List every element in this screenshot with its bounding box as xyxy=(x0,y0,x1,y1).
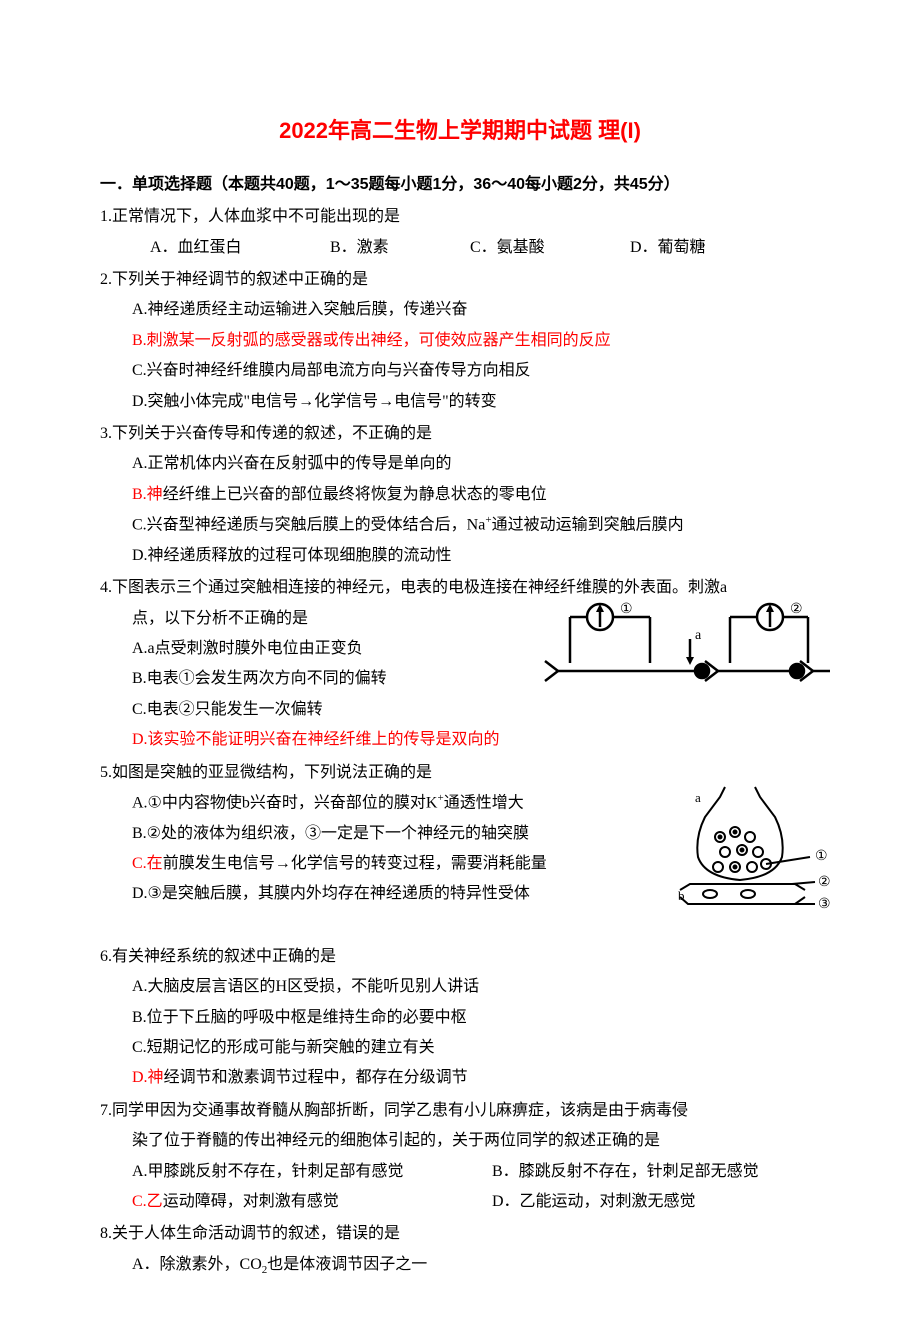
q5-c-rest: 前膜发生电信号→化学信号的转变过程，需要消耗能量 xyxy=(163,855,547,872)
exam-title: 2022年高二生物上学期期中试题 理(I) xyxy=(100,110,820,152)
question-2: 2.下列关于神经调节的叙述中正确的是 A.神经递质经主动运输进入突触后膜，传递兴… xyxy=(100,265,820,417)
q5-a-rest: 通透性增大 xyxy=(444,794,524,811)
q1-opt-c: C．氨基酸 xyxy=(470,233,630,263)
q1-text: 1.正常情况下，人体血浆中不可能出现的是 xyxy=(100,202,820,232)
q3-c-rest: 通过被动运输到突触后膜内 xyxy=(492,516,684,533)
q1-opt-a: A．血红蛋白 xyxy=(150,233,330,263)
q7-text: 7.同学甲因为交通事故脊髓从胸部折断，同学乙患有小儿麻痹症，该病是由于病毒侵 xyxy=(100,1096,820,1126)
q7-opt-d: D．乙能运动，对刺激无感觉 xyxy=(492,1187,696,1217)
q4-text: 4.下图表示三个通过突触相连接的神经元，电表的电极连接在神经纤维膜的外表面。刺激… xyxy=(100,573,820,603)
q3-options: A.正常机体内兴奋在反射弧中的传导是单向的 B.神经纤维上已兴奋的部位最终将恢复… xyxy=(100,449,820,571)
q7-c-rest: 运动障碍，对刺激有感觉 xyxy=(163,1193,339,1210)
q7-c-prefix: C.乙 xyxy=(132,1193,163,1210)
q8-options: A．除激素外，CO2也是体液调节因子之一 xyxy=(100,1250,820,1281)
question-1: 1.正常情况下，人体血浆中不可能出现的是 A．血红蛋白 B．激素 C．氨基酸 D… xyxy=(100,202,820,263)
q6-opt-a: A.大脑皮层言语区的H区受损，不能听见别人讲话 xyxy=(132,972,820,1002)
q5-c-prefix: C.在 xyxy=(132,855,163,872)
section-header: 一．单项选择题（本题共40题，1～35题每小题1分，36～40每小题2分，共45… xyxy=(100,170,820,200)
q1-options: A．血红蛋白 B．激素 C．氨基酸 D．葡萄糖 xyxy=(100,233,820,263)
q8-opt-a: A．除激素外，CO2也是体液调节因子之一 xyxy=(132,1250,820,1281)
q5-synapse-diagram: a b ① ② ③ xyxy=(670,782,840,923)
q5-a-prefix: A.①中内容物使b兴奋时，兴奋部位的膜对K xyxy=(132,794,437,811)
q3-opt-d: D.神经递质释放的过程可体现细胞膜的流动性 xyxy=(132,541,820,571)
q8-a-rest: 也是体液调节因子之一 xyxy=(267,1256,427,1273)
q3-b-prefix: B.神 xyxy=(132,486,163,503)
q3-c-prefix: C.兴奋型神经递质与突触后膜上的受体结合后，Na xyxy=(132,516,485,533)
q3-opt-a: A.正常机体内兴奋在反射弧中的传导是单向的 xyxy=(132,449,820,479)
question-8: 8.关于人体生命活动调节的叙述，错误的是 A．除激素外，CO2也是体液调节因子之… xyxy=(100,1219,820,1280)
q2-text: 2.下列关于神经调节的叙述中正确的是 xyxy=(100,265,820,295)
q6-text: 6.有关神经系统的叙述中正确的是 xyxy=(100,942,820,972)
q7-opt-a: A.甲膝跳反射不存在，针刺足部有感觉 xyxy=(132,1157,492,1187)
question-7: 7.同学甲因为交通事故脊髓从胸部折断，同学乙患有小儿麻痹症，该病是由于病毒侵 染… xyxy=(100,1096,820,1218)
q6-opt-d: D.神经调节和激素调节过程中，都存在分级调节 xyxy=(132,1063,820,1093)
q6-d-rest: 经调节和激素调节过程中，都存在分级调节 xyxy=(164,1069,468,1086)
q3-b-rest: 经纤维上已兴奋的部位最终将恢复为静息状态的零电位 xyxy=(163,486,547,503)
q6-opt-c: C.短期记忆的形成可能与新突触的建立有关 xyxy=(132,1033,820,1063)
q6-d-prefix: D.神 xyxy=(132,1069,164,1086)
q4-label-1: ① xyxy=(620,602,633,617)
q3-opt-b: B.神经纤维上已兴奋的部位最终将恢复为静息状态的零电位 xyxy=(132,480,820,510)
q3-text: 3.下列关于兴奋传导和传递的叙述，不正确的是 xyxy=(100,419,820,449)
q5-label-3: ③ xyxy=(818,897,831,912)
q5-label-a: a xyxy=(695,790,701,805)
q7-row1: A.甲膝跳反射不存在，针刺足部有感觉 B．膝跳反射不存在，针刺足部无感觉 xyxy=(100,1157,820,1187)
q2-opt-a: A.神经递质经主动运输进入突触后膜，传递兴奋 xyxy=(132,295,820,325)
q7-opt-b: B．膝跳反射不存在，针刺足部无感觉 xyxy=(492,1157,759,1187)
question-6: 6.有关神经系统的叙述中正确的是 A.大脑皮层言语区的H区受损，不能听见别人讲话… xyxy=(100,942,820,1094)
q6-options: A.大脑皮层言语区的H区受损，不能听见别人讲话 B.位于下丘脑的呼吸中枢是维持生… xyxy=(100,972,820,1094)
q2-opt-c: C.兴奋时神经纤维膜内局部电流方向与兴奋传导方向相反 xyxy=(132,356,820,386)
q8-text: 8.关于人体生命活动调节的叙述，错误的是 xyxy=(100,1219,820,1249)
q1-opt-d: D．葡萄糖 xyxy=(630,233,706,263)
q2-opt-b: B.刺激某一反射弧的感受器或传出神经，可使效应器产生相同的反应 xyxy=(132,326,820,356)
q4-opt-d: D.该实验不能证明兴奋在神经纤维上的传导是双向的 xyxy=(132,725,820,755)
q2-opt-d: D.突触小体完成"电信号→化学信号→电信号"的转变 xyxy=(132,387,820,417)
q5-label-b: b xyxy=(678,888,685,903)
question-4: 4.下图表示三个通过突触相连接的神经元，电表的电极连接在神经纤维膜的外表面。刺激… xyxy=(100,573,820,755)
q4-label-a: a xyxy=(695,628,702,643)
q8-a-prefix: A．除激素外，CO xyxy=(132,1256,262,1273)
q5-label-2: ② xyxy=(818,875,831,890)
q7-row2: C.乙运动障碍，对刺激有感觉 D．乙能运动，对刺激无感觉 xyxy=(100,1187,820,1217)
q7-opt-c: C.乙运动障碍，对刺激有感觉 xyxy=(132,1187,492,1217)
question-3: 3.下列关于兴奋传导和传递的叙述，不正确的是 A.正常机体内兴奋在反射弧中的传导… xyxy=(100,419,820,571)
q2-options: A.神经递质经主动运输进入突触后膜，传递兴奋 B.刺激某一反射弧的感受器或传出神… xyxy=(100,295,820,417)
q5-label-1: ① xyxy=(815,849,828,864)
question-5: 5.如图是突触的亚显微结构，下列说法正确的是 A.①中内容物使b兴奋时，兴奋部位… xyxy=(100,758,820,910)
q7-text2: 染了位于脊髓的传出神经元的细胞体引起的，关于两位同学的叙述正确的是 xyxy=(100,1126,820,1156)
q4-neuron-diagram: ① ② a xyxy=(540,601,830,712)
q3-opt-c: C.兴奋型神经递质与突触后膜上的受体结合后，Na+通过被动运输到突触后膜内 xyxy=(132,510,820,541)
q4-label-2: ② xyxy=(790,602,803,617)
q6-opt-b: B.位于下丘脑的呼吸中枢是维持生命的必要中枢 xyxy=(132,1003,820,1033)
q1-opt-b: B．激素 xyxy=(330,233,470,263)
